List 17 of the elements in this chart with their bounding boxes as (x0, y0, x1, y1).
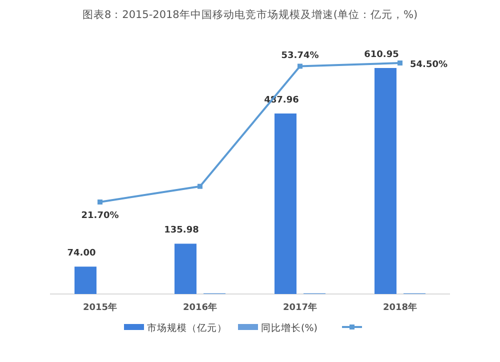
x-tick-label: 2016年 (182, 302, 218, 313)
x-tick-label: 2017年 (282, 302, 318, 313)
legend-label: 同比增长(%) (261, 322, 318, 334)
bar (274, 113, 296, 294)
bar (74, 266, 96, 294)
data-label: 610.95 (364, 50, 399, 60)
data-label: 53.74% (281, 51, 319, 62)
bar (174, 244, 196, 294)
legend-label: 市场规模（亿元） (147, 322, 227, 334)
bar (374, 68, 396, 294)
data-label: 74.00 (67, 248, 96, 259)
chart-title: 图表8：2015-2018年中国移动电竞市场规模及增速(单位：亿元，%) (82, 8, 418, 21)
x-tick-label: 2018年 (382, 302, 418, 313)
data-label: 54.50% (410, 60, 448, 70)
data-label: 21.70% (81, 211, 119, 222)
data-label: 135.98 (164, 226, 199, 236)
x-tick-label: 2015年 (82, 302, 118, 313)
